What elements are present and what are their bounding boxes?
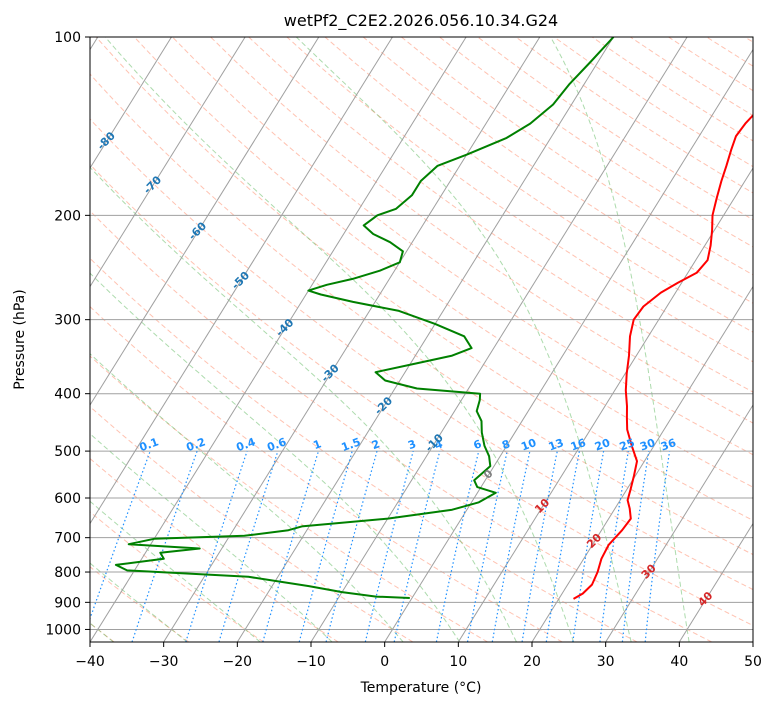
skewed-isotherm bbox=[310, 37, 688, 642]
mixing-ratio-label: 0.6 bbox=[265, 435, 288, 454]
y-tick-label: 1000 bbox=[45, 622, 81, 638]
skewed-isotherm bbox=[531, 285, 753, 642]
mixing-ratio-label: 0.1 bbox=[138, 435, 161, 454]
mixing-ratio-label: 2 bbox=[370, 437, 382, 452]
x-tick-label: −10 bbox=[296, 654, 326, 670]
moist-adiabat bbox=[104, 37, 575, 642]
mixing-ratio-line bbox=[621, 451, 650, 642]
dry-adiabat bbox=[90, 305, 563, 642]
mixing-ratio-label: 36 bbox=[659, 436, 678, 454]
mixing-ratio-line bbox=[298, 450, 353, 642]
mixing-ratio-label: 1 bbox=[311, 437, 323, 452]
mixing-ratio-label: 30 bbox=[638, 436, 657, 454]
dry-adiabat bbox=[90, 511, 264, 642]
x-tick-label: −40 bbox=[75, 654, 105, 670]
dry-adiabat bbox=[90, 355, 488, 642]
y-axis-title: Pressure (hPa) bbox=[12, 289, 28, 389]
dry-adiabat bbox=[90, 457, 339, 642]
mixing-ratio-line bbox=[599, 451, 629, 642]
skewed-isotherm bbox=[678, 522, 753, 642]
background-lines bbox=[90, 37, 753, 642]
skewed-isotherm bbox=[90, 37, 320, 406]
skewed-isotherm bbox=[163, 37, 541, 642]
x-tick-label: −20 bbox=[223, 654, 253, 670]
mixing-ratio-line bbox=[185, 450, 248, 642]
skewed-isotherm bbox=[90, 37, 172, 169]
dry-adiabat bbox=[324, 37, 753, 333]
y-tick-label: 400 bbox=[54, 387, 81, 403]
y-tick-label: 300 bbox=[54, 313, 81, 329]
mixing-ratio-label: 8 bbox=[500, 437, 512, 452]
moist-adiabat bbox=[90, 500, 261, 642]
dry-adiabat bbox=[133, 37, 753, 488]
skewed-isotherm bbox=[457, 167, 753, 642]
mixing-ratio-label: 10 bbox=[519, 436, 538, 454]
mixing-ratio-label: 6 bbox=[472, 437, 484, 452]
skewed-isotherm bbox=[605, 404, 753, 642]
dry-adiabat bbox=[90, 257, 638, 642]
x-tick-label: 10 bbox=[449, 654, 467, 670]
mixing-ratio-label: 13 bbox=[547, 436, 566, 453]
mixing-ratio-line bbox=[218, 450, 279, 642]
skewed-isotherm bbox=[90, 37, 467, 642]
y-tick-label: 200 bbox=[54, 208, 81, 224]
mixing-ratio-label: 3 bbox=[406, 437, 418, 452]
mixing-ratio-label: 0.4 bbox=[235, 435, 258, 454]
sounding-profiles bbox=[114, 37, 753, 600]
skewed-isotherm bbox=[236, 37, 614, 642]
y-tick-label: 800 bbox=[54, 565, 81, 581]
x-tick-label: 20 bbox=[523, 654, 541, 670]
mixing-ratio-line bbox=[325, 450, 378, 642]
mixing-ratio-label: 0.2 bbox=[185, 435, 208, 454]
mixing-ratio-label: 1.5 bbox=[340, 435, 363, 454]
x-axis-title: Temperature (°C) bbox=[360, 680, 482, 696]
skewed-isotherm bbox=[90, 37, 393, 525]
x-tick-label: −30 bbox=[149, 654, 179, 670]
moist-adiabat bbox=[295, 37, 632, 642]
y-tick-label: 500 bbox=[54, 444, 81, 460]
temperature-profile-line bbox=[573, 113, 753, 600]
mixing-ratio-line bbox=[393, 450, 441, 642]
moist-adiabat bbox=[90, 562, 188, 642]
mixing-ratio-line bbox=[364, 450, 414, 642]
mixing-ratio-label: 25 bbox=[618, 436, 637, 453]
dry-adiabat bbox=[362, 37, 753, 304]
dry-adiabat bbox=[172, 37, 753, 456]
dewpoint-profile-line bbox=[114, 37, 615, 599]
dry-adiabat bbox=[90, 163, 753, 627]
plot-area: 0.10.20.40.611.52346810131620253036-100-… bbox=[90, 37, 753, 642]
skewed-isotherm bbox=[90, 37, 246, 288]
y-tick-label: 700 bbox=[54, 531, 81, 547]
mixing-ratio-line bbox=[572, 450, 605, 642]
y-tick-label: 900 bbox=[54, 595, 81, 611]
y-tick-label: 100 bbox=[54, 30, 81, 46]
mixing-ratio-line bbox=[435, 450, 480, 642]
mixing-ratio-line bbox=[644, 451, 671, 642]
x-tick-label: 50 bbox=[744, 654, 762, 670]
skewed-isotherm bbox=[384, 48, 753, 642]
chart-title: wetPf2_C2E2.2026.056.10.34.G24 bbox=[284, 11, 558, 31]
dry-adiabat bbox=[286, 37, 753, 363]
dry-adiabat bbox=[90, 118, 753, 591]
y-axis-ticks: 100 200 300 400 500 600 700 800 900 1000 bbox=[45, 30, 90, 638]
x-tick-label: 30 bbox=[597, 654, 615, 670]
plot-frame bbox=[89, 36, 754, 643]
dry-adiabat bbox=[95, 37, 753, 521]
mixing-ratio-line bbox=[262, 450, 320, 642]
mixing-ratio-label: 16 bbox=[569, 436, 588, 454]
y-tick-label: 600 bbox=[54, 491, 81, 507]
mixing-ratio-label: 4 bbox=[433, 437, 445, 452]
dry-adiabat bbox=[90, 210, 712, 642]
x-tick-label: 40 bbox=[670, 654, 688, 670]
mixing-ratio-label: 20 bbox=[593, 436, 612, 454]
x-tick-label: 0 bbox=[380, 654, 389, 670]
mixing-ratio-line bbox=[131, 450, 198, 642]
x-axis-ticks: −40 −30 −20 −10 0 10 20 30 40 50 bbox=[75, 642, 762, 670]
